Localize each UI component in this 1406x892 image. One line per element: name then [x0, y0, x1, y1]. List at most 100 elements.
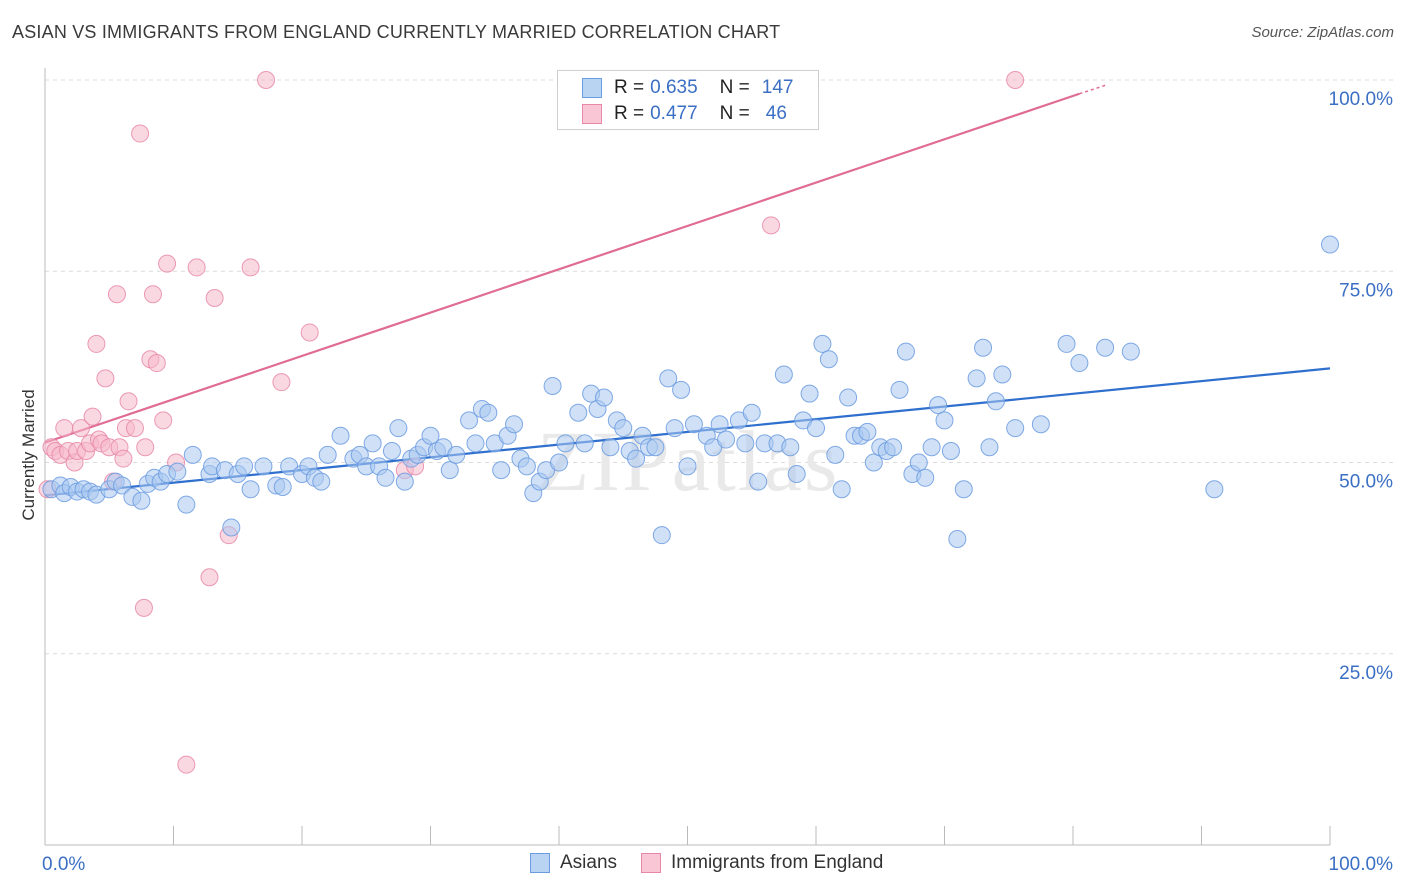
y-axis-label: Currently Married	[19, 389, 39, 521]
legend-row-england: R = 0.477 N = 46	[582, 101, 787, 127]
asian-point	[813, 334, 832, 353]
asian-point	[819, 350, 838, 369]
asian-point	[826, 445, 845, 464]
asian-point	[601, 438, 620, 457]
asian-point	[241, 480, 260, 499]
y-tick-label: 100.0%	[1329, 89, 1394, 110]
legend-item-asians: Asians	[530, 852, 617, 874]
england-point	[300, 323, 319, 342]
r-label: R =	[614, 103, 645, 124]
asian-point	[832, 480, 851, 499]
asian-point	[113, 476, 132, 495]
asian-point	[479, 403, 498, 422]
england-point	[136, 438, 155, 457]
asian-point	[318, 445, 337, 464]
asian-point	[890, 380, 909, 399]
asian-point	[1121, 342, 1140, 361]
asian-point	[659, 369, 678, 388]
asians-legend-swatch	[530, 853, 550, 873]
england-trend-line	[44, 92, 1080, 444]
england-point	[257, 71, 276, 89]
source-label: Source: ZipAtlas.com	[1251, 24, 1394, 41]
england-point	[241, 258, 260, 277]
asian-point	[389, 419, 408, 438]
asian-point	[941, 442, 960, 461]
legend-item-england: Immigrants from England	[641, 852, 883, 874]
asian-point	[980, 438, 999, 457]
asian-point	[505, 415, 524, 434]
asian-point	[550, 453, 568, 472]
asian-point	[858, 422, 877, 441]
chart-title: ASIAN VS IMMIGRANTS FROM ENGLAND CURRENT…	[12, 22, 781, 42]
asian-point	[993, 365, 1012, 384]
asian-point	[254, 457, 273, 476]
asian-point	[132, 491, 151, 510]
asian-point	[447, 445, 466, 464]
england-point	[87, 334, 106, 353]
asian-point	[665, 419, 684, 438]
r-label: R =	[614, 77, 645, 98]
asian-point	[1070, 354, 1089, 373]
r-value: 0.477	[650, 103, 698, 124]
england-point	[119, 392, 138, 411]
legend-label-asians: Asians	[560, 852, 618, 873]
asian-point	[929, 396, 948, 415]
n-value: 147	[761, 77, 794, 98]
asian-point	[717, 430, 736, 449]
asian-point	[543, 377, 562, 395]
england-point	[200, 568, 219, 587]
asian-point	[382, 442, 401, 461]
asian-point	[331, 426, 350, 445]
n-label: N =	[719, 77, 750, 98]
y-tick-label: 25.0%	[1339, 663, 1393, 684]
england-point	[143, 285, 162, 304]
asian-point	[896, 342, 915, 361]
asian-point	[967, 369, 986, 388]
asian-point	[948, 530, 967, 548]
asian-point	[839, 388, 858, 407]
england-point	[71, 419, 90, 438]
england-point	[131, 124, 150, 143]
asian-point	[440, 461, 459, 480]
series-legend: Asians Immigrants from England	[530, 852, 907, 874]
asian-point	[954, 480, 973, 499]
asian-point	[807, 419, 825, 438]
asian-point	[575, 434, 594, 453]
asian-point	[935, 411, 954, 430]
england-point	[55, 419, 74, 438]
asian-point	[395, 472, 414, 491]
england-point	[114, 449, 133, 468]
asian-point	[1057, 334, 1076, 353]
stats-legend: R = 0.635 N = 147 R = 0.477 N = 46	[557, 70, 819, 130]
asian-point	[684, 415, 703, 434]
england-point	[96, 369, 115, 388]
asian-point	[569, 403, 588, 422]
data-points	[38, 71, 1339, 774]
legend-row-asians: R = 0.635 N = 147	[582, 75, 793, 101]
n-value: 46	[765, 103, 787, 124]
asian-point	[736, 434, 755, 453]
asian-point	[222, 518, 241, 537]
axes	[44, 68, 1331, 846]
asian-point	[710, 415, 729, 434]
asian-point	[646, 438, 665, 457]
asian-point	[974, 338, 993, 357]
y-tick-label: 75.0%	[1339, 280, 1393, 301]
asian-point	[312, 472, 331, 491]
asian-point	[1205, 480, 1224, 499]
asian-point	[492, 461, 511, 480]
asian-point	[774, 365, 793, 384]
asian-point	[672, 380, 691, 399]
england-point	[107, 285, 126, 304]
england-legend-swatch	[641, 853, 662, 873]
england-point	[134, 598, 153, 617]
asian-point	[421, 426, 440, 445]
england-point	[187, 258, 206, 277]
asian-point	[460, 411, 479, 430]
asian-point	[1031, 415, 1050, 434]
asian-point	[466, 434, 485, 453]
asian-point	[864, 453, 883, 472]
grid-lines	[45, 79, 1395, 655]
asian-point	[652, 526, 671, 545]
